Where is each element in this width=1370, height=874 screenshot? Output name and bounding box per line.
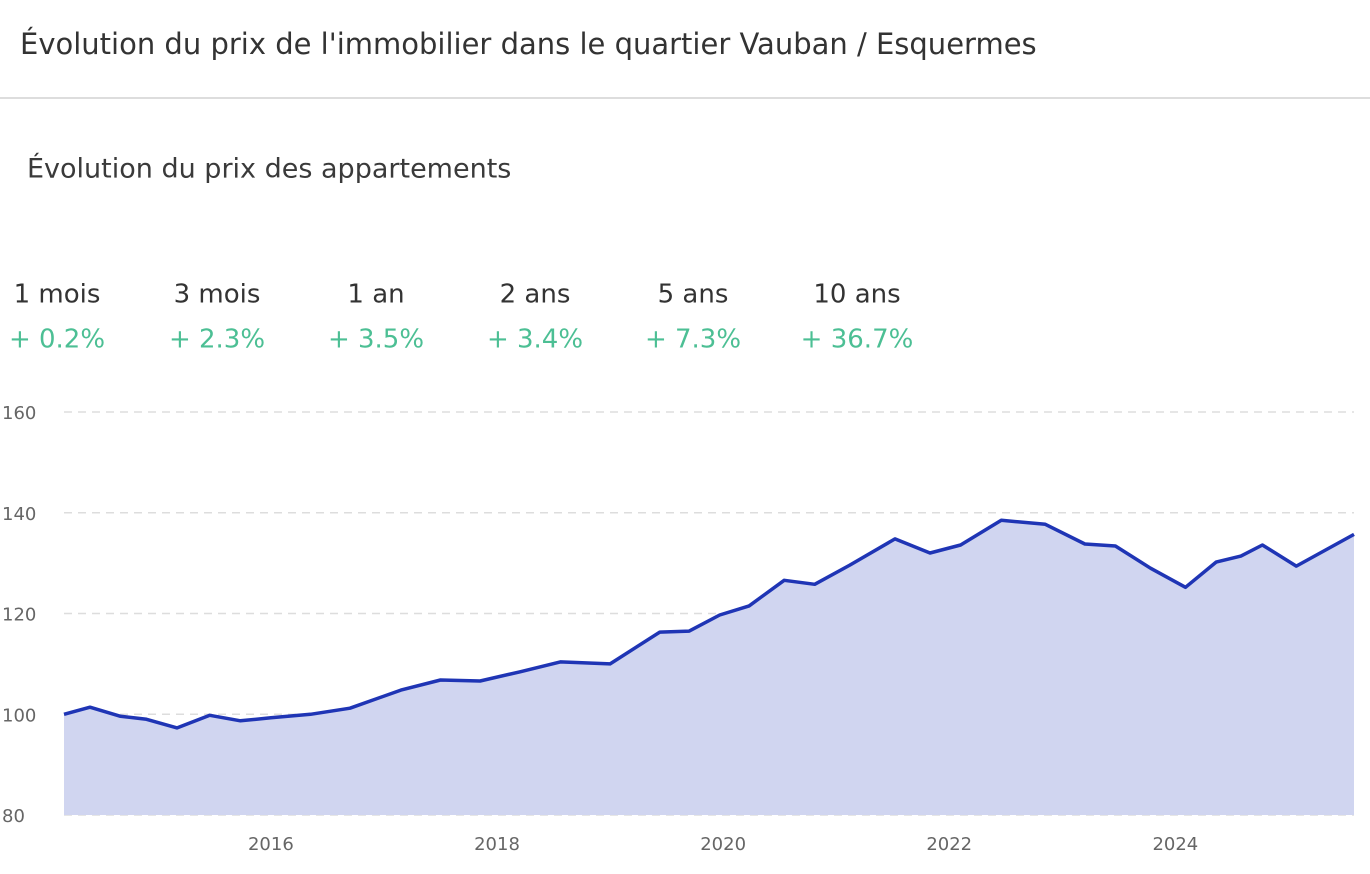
y-tick-label: 80 bbox=[2, 806, 25, 827]
y-tick-label: 100 bbox=[2, 705, 36, 726]
x-tick-label: 2022 bbox=[926, 834, 972, 855]
stat-value: + 0.2% bbox=[9, 325, 105, 355]
chart-subtitle: Évolution du prix des appartements bbox=[27, 153, 511, 185]
stat-label: 1 mois bbox=[14, 280, 101, 310]
stat-label: 1 an bbox=[347, 280, 404, 310]
stat-label: 5 ans bbox=[658, 280, 729, 310]
x-tick-label: 2016 bbox=[248, 834, 294, 855]
page-title: Évolution du prix de l'immobilier dans l… bbox=[20, 27, 1037, 61]
y-tick-label: 120 bbox=[2, 605, 36, 626]
stat-label: 2 ans bbox=[500, 280, 571, 310]
stat-value: + 7.3% bbox=[645, 325, 741, 355]
stat-label: 3 mois bbox=[174, 280, 261, 310]
x-tick-label: 2018 bbox=[474, 834, 520, 855]
y-tick-label: 160 bbox=[2, 403, 36, 424]
price-line bbox=[63, 518, 1355, 730]
y-tick-label: 140 bbox=[2, 504, 36, 525]
stat-label: 10 ans bbox=[813, 280, 900, 310]
area-fill bbox=[64, 520, 1354, 815]
stat-value: + 3.4% bbox=[487, 325, 583, 355]
stat-value: + 2.3% bbox=[169, 325, 265, 355]
x-tick-label: 2020 bbox=[700, 834, 746, 855]
stat-value: + 3.5% bbox=[328, 325, 424, 355]
stat-value: + 36.7% bbox=[801, 325, 914, 355]
x-tick-label: 2024 bbox=[1152, 834, 1198, 855]
